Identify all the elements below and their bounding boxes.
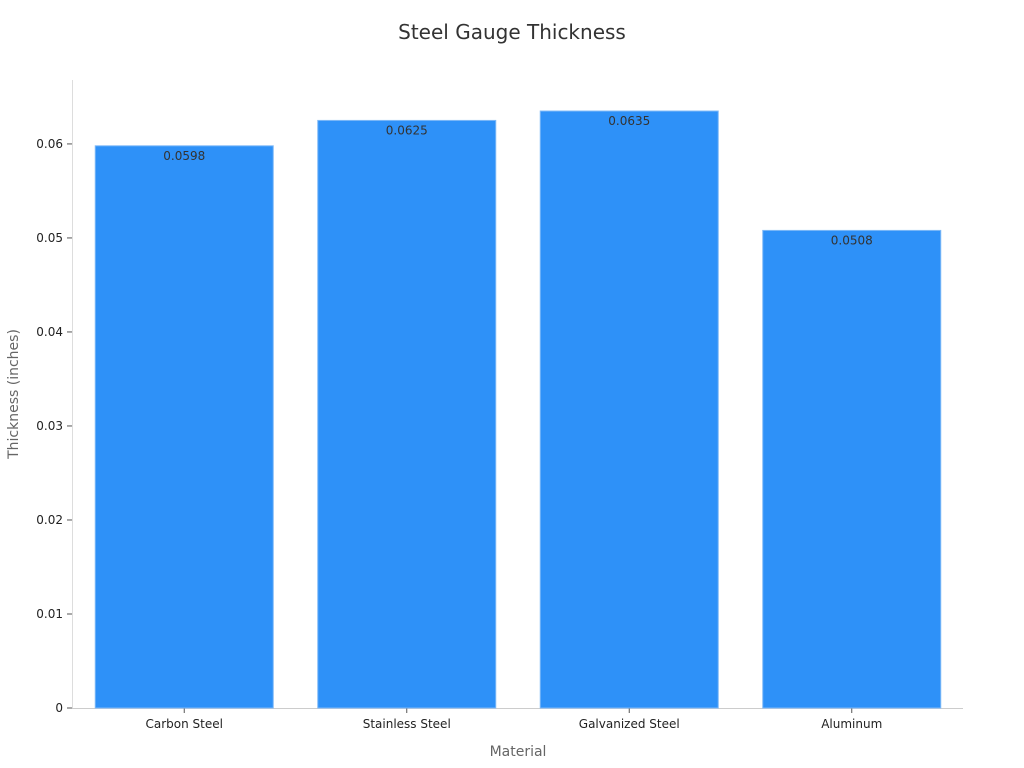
y-tick-label: 0.06 xyxy=(36,137,63,151)
bar-value-label: 0.0625 xyxy=(386,123,428,137)
bar xyxy=(94,145,274,709)
chart-title: Steel Gauge Thickness xyxy=(398,20,626,44)
x-axis: Carbon Steel Stainless Steel Galvanized St… xyxy=(72,708,963,731)
y-tick-label: 0.01 xyxy=(36,607,63,621)
x-tick-label: Stainless Steel xyxy=(363,717,451,731)
y-axis-title: Thickness (inches) xyxy=(6,329,22,460)
bar xyxy=(762,229,942,709)
y-axis: 0 0.01 0.02 0.03 0.04 0.05 0.06 xyxy=(36,80,73,715)
bar-value-label: 0.0508 xyxy=(831,233,873,247)
x-axis-title: Material xyxy=(490,744,547,760)
bar xyxy=(539,110,719,709)
y-tick-label: 0.05 xyxy=(36,231,63,245)
bar-value-label: 0.0635 xyxy=(608,114,650,128)
x-ticks: Carbon Steel Stainless Steel Galvanized St… xyxy=(146,708,882,731)
y-tick-label: 0.02 xyxy=(36,513,63,527)
bars xyxy=(94,110,942,709)
y-tick-label: 0.04 xyxy=(36,325,63,339)
x-tick-label: Aluminum xyxy=(821,717,882,731)
y-tick-label: 0.03 xyxy=(36,419,63,433)
data-labels: 0.0598 0.0625 0.0635 0.0508 xyxy=(163,114,873,247)
bar xyxy=(317,119,497,709)
bar-value-label: 0.0598 xyxy=(163,149,205,163)
x-tick-label: Carbon Steel xyxy=(146,717,223,731)
x-tick-label: Galvanized Steel xyxy=(579,717,680,731)
y-ticks: 0 0.01 0.02 0.03 0.04 0.05 0.06 xyxy=(36,137,72,715)
y-tick-label: 0 xyxy=(55,701,63,715)
